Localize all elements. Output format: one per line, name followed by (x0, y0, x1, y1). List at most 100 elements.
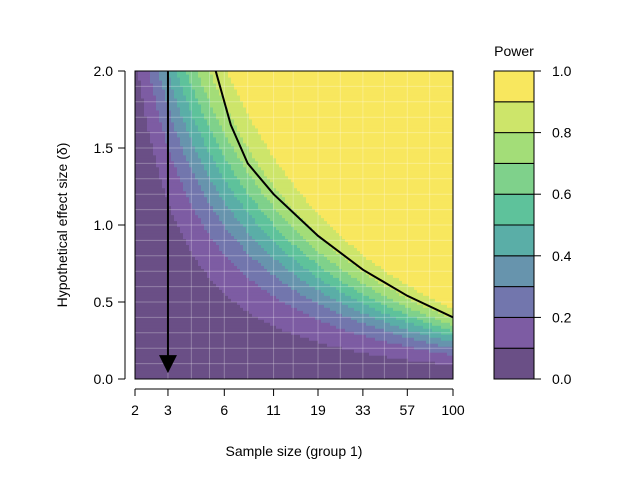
contour-cell (177, 277, 181, 281)
contour-cell (150, 199, 154, 204)
contour-cell (138, 265, 142, 269)
contour-cell (162, 244, 166, 249)
contour-cell (177, 184, 181, 189)
contour-cell (198, 250, 202, 255)
contour-cell (204, 115, 208, 120)
contour-cell (141, 151, 145, 156)
contour-cell (177, 334, 181, 338)
contour-cell (192, 71, 196, 75)
contour-cell (198, 142, 202, 147)
contour-cell (180, 283, 184, 287)
contour-cell (186, 157, 190, 162)
contour-cell (198, 211, 202, 216)
contour-cell (153, 325, 157, 329)
contour-cell (192, 100, 196, 105)
contour-cell (177, 79, 181, 84)
contour-cell (189, 208, 193, 213)
contour-cell (189, 241, 193, 246)
contour-cell (165, 127, 169, 132)
contour-cell (213, 112, 217, 117)
contour-cell (201, 244, 205, 249)
contour-cell (150, 250, 154, 255)
contour-cell (144, 148, 148, 153)
contour-cell (165, 199, 169, 204)
contour-cell (189, 337, 193, 341)
contour-cell (141, 130, 145, 135)
contour-cell (156, 364, 160, 368)
contour-cell (183, 115, 187, 120)
contour-cell (138, 328, 142, 332)
contour-cell (180, 94, 184, 99)
contour-cell (147, 214, 151, 219)
contour-cell (201, 295, 205, 299)
contour-cell (144, 247, 148, 252)
contour-cell (174, 304, 178, 308)
contour-cell (174, 280, 178, 284)
contour-cell (150, 241, 154, 246)
contour-cell (174, 115, 178, 120)
contour-cell (213, 160, 217, 165)
contour-cell (177, 352, 181, 356)
contour-cell (168, 328, 172, 332)
contour-cell (195, 301, 199, 305)
contour-cell (180, 349, 184, 353)
contour-cell (165, 202, 169, 207)
contour-cell (204, 175, 208, 180)
contour-cell (195, 103, 199, 108)
contour-cell (186, 295, 190, 299)
contour-cell (135, 82, 139, 87)
contour-cell (210, 163, 214, 168)
contour-cell (150, 223, 154, 228)
contour-cell (153, 316, 157, 320)
contour-cell (183, 253, 187, 257)
contour-cell (150, 124, 154, 129)
contour-cell (195, 328, 199, 332)
contour-cell (186, 127, 190, 132)
contour-cell (165, 376, 169, 379)
contour-cell (171, 76, 175, 81)
contour-cell (204, 238, 208, 243)
contour-cell (168, 157, 172, 162)
contour-cell (144, 154, 148, 159)
contour-cell (135, 376, 139, 379)
contour-cell (159, 175, 163, 180)
contour-cell (159, 178, 163, 183)
contour-cell (153, 88, 157, 93)
contour-cell (195, 71, 199, 75)
contour-cell (192, 103, 196, 108)
contour-cell (192, 337, 196, 341)
contour-cell (147, 97, 151, 102)
contour-cell (210, 85, 214, 90)
contour-cell (150, 346, 154, 350)
contour-cell (171, 187, 175, 192)
contour-cell (174, 337, 178, 341)
contour-cell (171, 244, 175, 249)
contour-cell (156, 202, 160, 207)
contour-cell (153, 277, 157, 281)
contour-cell (135, 88, 139, 93)
contour-cell (177, 361, 181, 365)
contour-cell (156, 217, 160, 222)
contour-cell (144, 286, 148, 290)
contour-cell (195, 334, 199, 338)
contour-cell (153, 304, 157, 308)
contour-cell (183, 226, 187, 231)
contour-cell (210, 73, 214, 78)
contour-cell (186, 310, 190, 314)
contour-cell (201, 130, 205, 135)
contour-cell (174, 130, 178, 135)
contour-cell (165, 133, 169, 138)
contour-cell (195, 127, 199, 132)
contour-cell (198, 304, 202, 308)
contour-cell (174, 82, 178, 87)
contour-cell (180, 355, 184, 359)
contour-cell (150, 313, 154, 317)
contour-cell (135, 226, 139, 231)
contour-cell (198, 202, 202, 207)
contour-cell (156, 328, 160, 332)
contour-cell (210, 241, 214, 246)
contour-cell (192, 202, 196, 207)
contour-cell (135, 286, 139, 290)
contour-cell (186, 178, 190, 183)
contour-cell (168, 112, 172, 117)
